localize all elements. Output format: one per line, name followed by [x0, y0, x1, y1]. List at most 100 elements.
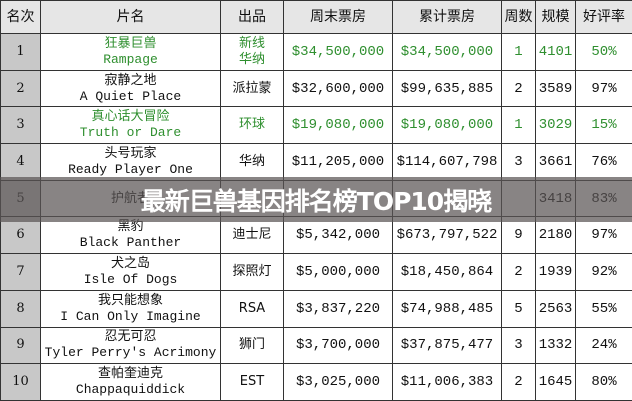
rank-cell: 9	[1, 327, 41, 364]
distributor-cell: 派拉蒙	[221, 70, 284, 107]
distributor-cell: 环球	[221, 107, 284, 144]
title-en: Truth or Dare	[41, 125, 220, 141]
column-header: 出品	[221, 1, 284, 34]
rank-cell: 2	[1, 70, 41, 107]
weeks-cell: 9	[502, 217, 536, 254]
rating-cell: 97%	[576, 70, 632, 107]
weeks-cell: 3	[502, 327, 536, 364]
rating-cell: 80%	[576, 364, 632, 401]
title-en: Isle Of Dogs	[41, 272, 220, 288]
title-en: I Can Only Imagine	[41, 309, 220, 325]
rating-cell: 24%	[576, 327, 632, 364]
rating-cell: 92%	[576, 254, 632, 291]
title-en: Chappaquiddick	[41, 382, 220, 398]
total-gross-cell: $34,500,000	[393, 34, 502, 71]
distributor-cell: 狮门	[221, 327, 284, 364]
weekend-gross-cell: $19,080,000	[284, 107, 393, 144]
theaters-cell: 2180	[536, 217, 576, 254]
total-gross-cell: $114,607,798	[393, 144, 502, 181]
column-header: 片名	[41, 1, 221, 34]
weekend-gross-cell: $5,342,000	[284, 217, 393, 254]
rank-cell: 7	[1, 254, 41, 291]
rank-cell: 3	[1, 107, 41, 144]
total-gross-cell: $74,988,485	[393, 290, 502, 327]
rank-cell: 10	[1, 364, 41, 401]
distributor-cell: RSA	[221, 290, 284, 327]
theaters-cell: 4101	[536, 34, 576, 71]
distributor-cell: EST	[221, 364, 284, 401]
title-en: Black Panther	[41, 235, 220, 251]
rating-cell: 15%	[576, 107, 632, 144]
title-cn: 犬之岛	[41, 256, 220, 272]
title-banner: 最新巨兽基因排名榜TOP10揭晓	[0, 177, 632, 222]
column-header: 规模	[536, 1, 576, 34]
rating-cell: 76%	[576, 144, 632, 181]
weekend-gross-cell: $11,205,000	[284, 144, 393, 181]
column-header: 累计票房	[393, 1, 502, 34]
column-header: 好评率	[576, 1, 632, 34]
weeks-cell: 2	[502, 70, 536, 107]
total-gross-cell: $37,875,477	[393, 327, 502, 364]
title-cn: 头号玩家	[41, 146, 220, 162]
title-en: Ready Player One	[41, 162, 220, 178]
column-header: 名次	[1, 1, 41, 34]
theaters-cell: 3589	[536, 70, 576, 107]
distributor-cell: 华纳	[221, 144, 284, 181]
rank-cell: 8	[1, 290, 41, 327]
total-gross-cell: $673,797,522	[393, 217, 502, 254]
title-en: A Quiet Place	[41, 89, 220, 105]
distributor-cell: 新线 华纳	[221, 34, 284, 71]
theaters-cell: 1645	[536, 364, 576, 401]
rating-cell: 55%	[576, 290, 632, 327]
weeks-cell: 2	[502, 364, 536, 401]
header-row: 名次片名出品周末票房累计票房周数规模好评率	[1, 1, 632, 34]
total-gross-cell: $18,450,864	[393, 254, 502, 291]
rank-cell: 6	[1, 217, 41, 254]
rank-cell: 4	[1, 144, 41, 181]
rank-cell: 1	[1, 34, 41, 71]
title-cn: 真心话大冒险	[41, 109, 220, 125]
title-cn: 寂静之地	[41, 73, 220, 89]
rating-cell: 97%	[576, 217, 632, 254]
title-cn: 忍无可忍	[41, 329, 220, 345]
column-header: 周末票房	[284, 1, 393, 34]
weeks-cell: 1	[502, 107, 536, 144]
weeks-cell: 5	[502, 290, 536, 327]
theaters-cell: 3029	[536, 107, 576, 144]
title-cn: 狂暴巨兽	[41, 36, 220, 52]
title-en: Rampage	[41, 52, 220, 68]
theaters-cell: 2563	[536, 290, 576, 327]
weekend-gross-cell: $32,600,000	[284, 70, 393, 107]
theaters-cell: 3661	[536, 144, 576, 181]
theaters-cell: 1332	[536, 327, 576, 364]
title-cn: 我只能想象	[41, 293, 220, 309]
weekend-gross-cell: $34,500,000	[284, 34, 393, 71]
title-cn: 查帕奎迪克	[41, 366, 220, 382]
banner-title: 最新巨兽基因排名榜TOP10揭晓	[141, 182, 491, 218]
rating-cell: 50%	[576, 34, 632, 71]
total-gross-cell: $99,635,885	[393, 70, 502, 107]
weeks-cell: 3	[502, 144, 536, 181]
total-gross-cell: $19,080,000	[393, 107, 502, 144]
theaters-cell: 1939	[536, 254, 576, 291]
distributor-cell: 迪士尼	[221, 217, 284, 254]
column-header: 周数	[502, 1, 536, 34]
total-gross-cell: $11,006,383	[393, 364, 502, 401]
